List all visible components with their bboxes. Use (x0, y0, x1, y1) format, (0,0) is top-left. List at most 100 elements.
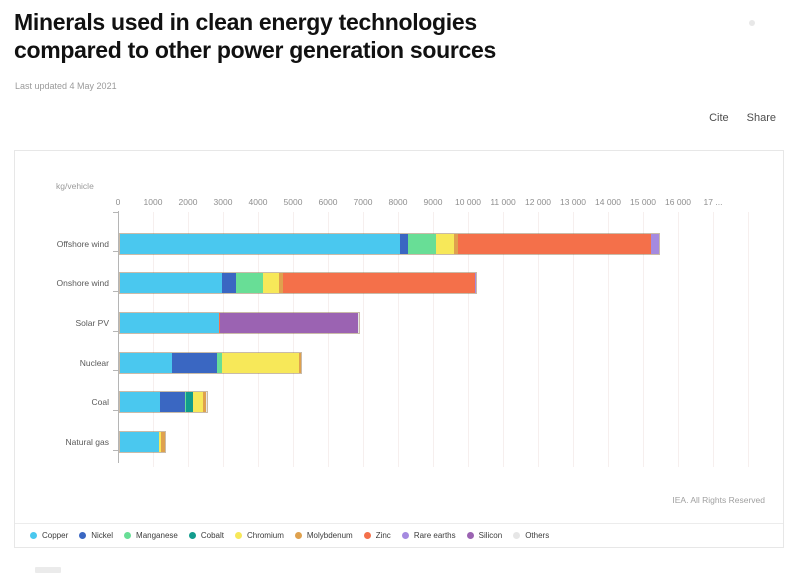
gridline (678, 212, 679, 467)
gridline (258, 212, 259, 467)
legend-item-rare-earths[interactable]: Rare earths (401, 531, 456, 540)
bar-segment-chromium[interactable] (262, 273, 280, 294)
x-axis-tick-label: 12 000 (525, 197, 551, 207)
bar-segment-zinc[interactable] (282, 273, 476, 294)
bar-segment-copper[interactable] (120, 432, 159, 452)
bar-segment-copper[interactable] (120, 312, 219, 333)
page-title-line2: compared to other power generation sourc… (14, 37, 497, 64)
bar-segment-molybdenum[interactable] (298, 352, 302, 373)
bar-segment-chromium[interactable] (159, 432, 161, 452)
gridline (608, 212, 609, 467)
x-axis-tick-label: 15 000 (630, 197, 656, 207)
legend-label: Cobalt (200, 531, 224, 540)
legend-divider (15, 523, 783, 524)
page-title: Minerals used in clean energy technologi… (14, 8, 574, 64)
bar-segment-manganese[interactable] (235, 273, 263, 294)
chart-actions: Cite Share (709, 112, 776, 124)
bar-segment-molybdenum[interactable] (279, 273, 283, 294)
legend-label: Rare earths (413, 531, 456, 540)
bar-segment-nickel[interactable] (171, 352, 217, 373)
bar-segment-nickel[interactable] (221, 273, 236, 294)
legend-item-chromium[interactable]: Chromium (234, 531, 284, 540)
bar-segment-nickel[interactable] (158, 432, 160, 452)
share-button[interactable]: Share (746, 112, 776, 124)
x-axis-tick-label: 1000 (143, 197, 163, 207)
bar-segment-silicon[interactable] (219, 312, 359, 333)
x-axis-tick-label: 11 000 (490, 197, 516, 207)
bar-row-offshore-wind (119, 232, 661, 255)
bar-segment-molybdenum[interactable] (160, 432, 165, 452)
legend-dot-molybdenum (294, 532, 302, 539)
legend-item-zinc[interactable]: Zinc (363, 531, 391, 540)
source-attribution: IEA. All Rights Reserved (672, 495, 765, 505)
bar-segment-manganese[interactable] (408, 233, 437, 254)
legend-item-cobalt[interactable]: Cobalt (188, 531, 224, 540)
y-axis-tick (113, 410, 118, 411)
chart-card: kg/vehicle 0 1000 2000 3000 4000 5000 6000 7000… (14, 150, 784, 548)
y-axis-tick (113, 251, 118, 253)
bar-segment-chromium[interactable] (192, 392, 204, 413)
bar-segment-copper[interactable] (120, 233, 400, 254)
gridline (643, 212, 644, 467)
y-axis-tick (113, 290, 118, 292)
bar-segment-molybdenum[interactable] (203, 392, 206, 413)
bar-segment-others[interactable] (205, 392, 207, 413)
bar-segment-chromium[interactable] (436, 233, 455, 254)
cite-button[interactable]: Cite (709, 112, 729, 124)
y-axis-tick (113, 370, 118, 372)
bar-row-natural-gas (119, 431, 166, 453)
bar-segment-copper[interactable] (120, 273, 222, 294)
bar-segment-molybdenum[interactable] (454, 233, 459, 254)
legend-item-others[interactable]: Others (513, 531, 549, 540)
legend-item-copper[interactable]: Copper (30, 531, 68, 540)
gridline (363, 212, 364, 467)
gridline (398, 212, 399, 467)
legend-label: Manganese (136, 531, 178, 540)
page-corner-icon (749, 20, 755, 26)
bar-segment-nickel[interactable] (160, 392, 186, 413)
gridline (223, 212, 224, 467)
gridline (153, 212, 154, 467)
gridline (468, 212, 469, 467)
bar-segment-rare-earths[interactable] (650, 233, 660, 254)
gridline (713, 212, 714, 467)
bar-row-coal (119, 391, 208, 414)
bar-segment-cobalt[interactable] (185, 392, 193, 413)
category-label-nuclear: Nuclear (79, 357, 109, 368)
legend-dot-nickel (79, 532, 87, 539)
chart-legend: Copper Nickel Manganese Cobalt Chromium Molyb… (30, 531, 549, 540)
bar-segment-others[interactable] (358, 312, 360, 333)
bar-segment-zinc[interactable] (218, 312, 220, 333)
bar-segment-copper[interactable] (120, 352, 172, 373)
gridline (573, 212, 574, 467)
legend-dot-chromium (234, 532, 242, 539)
legend-label: Nickel (91, 531, 114, 540)
legend-label: Molybdenum (306, 531, 353, 540)
legend-label: Chromium (246, 531, 284, 540)
page-title-line1: Minerals used in clean energy technologi… (14, 9, 477, 35)
bar-row-nuclear (119, 351, 303, 374)
gridline (188, 212, 189, 467)
category-label-onshore-wind: Onshore wind (56, 278, 109, 289)
x-axis-tick-label: 9000 (423, 197, 443, 207)
gridline (433, 212, 434, 467)
gridline (748, 212, 749, 467)
bar-segment-manganese[interactable] (216, 352, 223, 373)
legend-item-molybdenum[interactable]: Molybdenum (294, 531, 353, 540)
bar-segment-nickel[interactable] (400, 233, 409, 254)
cutoff-text-fragment (35, 567, 61, 573)
bar-segment-copper[interactable] (120, 392, 161, 413)
bar-segment-chromium[interactable] (222, 352, 299, 373)
x-axis-tick-label: 8000 (388, 197, 408, 207)
legend-item-silicon[interactable]: Silicon (466, 531, 502, 540)
bar-segment-zinc[interactable] (458, 233, 651, 254)
legend-label: Zinc (375, 531, 391, 540)
category-label-coal: Coal (91, 397, 109, 408)
bar-row-solar-pv (119, 311, 361, 334)
x-axis-tick-label: 10 000 (455, 197, 481, 207)
legend-dot-rare-earths (401, 532, 409, 539)
chart-plot-area: 0 1000 2000 3000 4000 5000 6000 7000 8000 9000 10 … (57, 195, 776, 467)
legend-item-manganese[interactable]: Manganese (124, 531, 178, 540)
legend-item-nickel[interactable]: Nickel (79, 531, 113, 540)
legend-dot-cobalt (188, 532, 196, 539)
